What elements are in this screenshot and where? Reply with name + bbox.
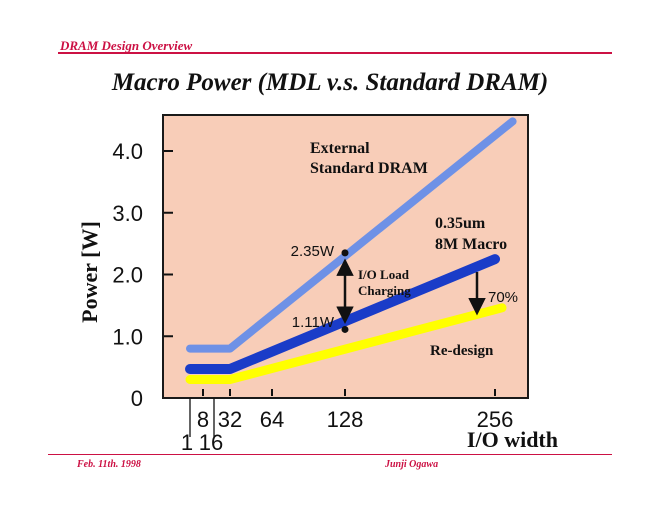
series-lines xyxy=(185,117,517,384)
marker-label-111: 1.11W xyxy=(292,314,335,331)
label-70pct: 70% xyxy=(488,289,518,306)
data-markers xyxy=(341,249,349,333)
series-line xyxy=(185,254,500,374)
marker-label-235: 2.35W xyxy=(291,243,335,260)
x-tick-label: 8 xyxy=(197,407,209,432)
label-macro-line1: 0.35um xyxy=(435,215,486,232)
x-tick-label: 32 xyxy=(218,407,242,432)
x-tick-label: 128 xyxy=(327,407,364,432)
y-tick-label: 0 xyxy=(131,386,143,411)
x-tick-label: 16 xyxy=(199,430,223,455)
y-tick-label: 2.0 xyxy=(112,263,143,288)
header-label: DRAM Design Overview xyxy=(60,38,193,53)
footer-rule xyxy=(48,454,612,455)
label-external-line1: External xyxy=(310,140,370,157)
x-tick-label: 64 xyxy=(260,407,284,432)
y-tick-label: 4.0 xyxy=(112,139,143,164)
page-title: Macro Power (MDL v.s. Standard DRAM) xyxy=(111,69,549,96)
series-line xyxy=(185,303,507,384)
data-marker xyxy=(341,325,349,333)
footer-date: Feb. 11th. 1998 xyxy=(77,459,141,470)
header-rule xyxy=(58,52,612,54)
series-line xyxy=(186,117,517,353)
y-axis-title: Power [W] xyxy=(77,221,102,323)
label-external-line2: Standard DRAM xyxy=(310,160,428,177)
x-tick-label: 1 xyxy=(181,430,193,455)
label-redesign: Re-design xyxy=(430,343,494,359)
y-tick-label: 3.0 xyxy=(112,201,143,226)
label-macro-line2: 8M Macro xyxy=(435,236,507,253)
y-tick-label: 1.0 xyxy=(112,324,143,349)
label-charging: Charging xyxy=(358,283,411,298)
data-marker xyxy=(341,249,349,257)
y-axis-ticks: 0 1.0 2.0 3.0 4.0 xyxy=(112,139,173,411)
footer-author: Junji Ogawa xyxy=(385,459,439,470)
x-tick-label: 256 xyxy=(477,407,514,432)
label-io-load: I/O Load xyxy=(358,267,410,282)
x-axis-title: I/O width xyxy=(467,427,558,452)
